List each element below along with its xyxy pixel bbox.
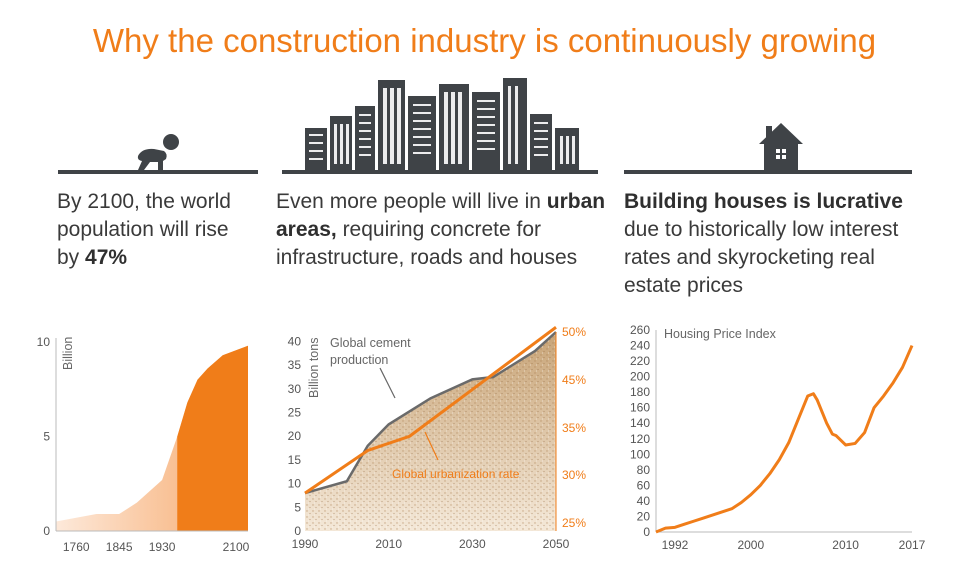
hpi-x-tick: 2017: [899, 538, 926, 552]
hpi-y-tick: 20: [637, 509, 651, 523]
cement-y-tick: 0: [294, 524, 301, 538]
cement-y-tick: 40: [288, 334, 302, 348]
hpi-y-tick: 220: [630, 354, 650, 368]
cement-x-tick: 2010: [375, 537, 402, 551]
hpi-y-tick: 80: [637, 463, 651, 477]
urbanization-line: [304, 326, 557, 495]
column-2-text: Even more people will live in urban area…: [276, 190, 606, 269]
ground-line-2: [282, 170, 598, 174]
population-area-highlight: [177, 345, 248, 531]
cement-y-tick: 5: [294, 500, 301, 514]
hpi-y-tick: 140: [630, 416, 650, 430]
population-x-tick: 2100: [223, 540, 250, 554]
population-x-tick: 1845: [106, 540, 133, 554]
city-skyline-icon: [305, 78, 579, 172]
population-y-label: Billion: [61, 337, 75, 370]
urbanization-y-tick: 50%: [562, 325, 586, 339]
cement-y-label: Billion tons: [307, 338, 321, 398]
cement-label-pointer: [379, 367, 396, 399]
hpi-y-tick: 180: [630, 385, 650, 399]
cement-y-tick: 10: [288, 477, 302, 491]
hpi-title: Housing Price Index: [664, 327, 777, 341]
urbanization-y-tick: 35%: [562, 421, 586, 435]
cement-y-tick: 25: [288, 406, 302, 420]
population-x-tick: 1930: [149, 540, 176, 554]
urbanization-label-pointer: [424, 431, 439, 461]
ground-line-3: [624, 170, 912, 174]
urbanization-y-tick: 45%: [562, 373, 586, 387]
hpi-y-tick: 260: [630, 323, 650, 337]
crawling-baby-icon: [137, 134, 179, 170]
hpi-y-tick: 100: [630, 447, 650, 461]
hpi-y-tick: 200: [630, 370, 650, 384]
house-icon: [759, 123, 803, 172]
population-y-tick: 0: [43, 524, 50, 538]
population-y-tick: 5: [43, 430, 50, 444]
hpi-x-tick: 1992: [662, 538, 689, 552]
urbanization-y-tick: 30%: [562, 468, 586, 482]
cement-line: [304, 331, 557, 495]
population-x-tick: 1760: [63, 540, 90, 554]
cement-x-tick: 2030: [459, 537, 486, 551]
urbanization-series-label: Global urbanization rate: [392, 467, 520, 481]
cement-series-label: Global cement production: [330, 336, 411, 367]
cement-y-tick: 35: [288, 358, 302, 372]
cement-y-tick: 30: [288, 382, 302, 396]
column-3-text: Building houses is lucrative due to hist…: [624, 190, 903, 297]
hpi-y-tick: 120: [630, 432, 650, 446]
page-title: Why the construction industry is continu…: [92, 22, 877, 59]
hpi-y-tick: 40: [637, 494, 651, 508]
hpi-y-tick: 240: [630, 339, 650, 353]
hpi-line: [655, 344, 914, 534]
cement-x-tick: 1990: [292, 537, 319, 551]
hpi-x-tick: 2010: [832, 538, 859, 552]
cement-area-texture: [305, 332, 556, 531]
urbanization-y-tick: 25%: [562, 516, 586, 530]
cement-y-tick: 15: [288, 453, 302, 467]
ground-line-1: [58, 170, 258, 174]
hpi-y-tick: 160: [630, 401, 650, 415]
hpi-x-tick: 2000: [737, 538, 764, 552]
hpi-y-tick: 0: [643, 525, 650, 539]
cement-y-tick: 20: [288, 429, 302, 443]
hpi-y-tick: 60: [637, 478, 651, 492]
column-1-text: By 2100, the world population will rise …: [57, 190, 231, 269]
cement-x-tick: 2050: [543, 537, 570, 551]
population-y-tick: 10: [37, 335, 51, 349]
